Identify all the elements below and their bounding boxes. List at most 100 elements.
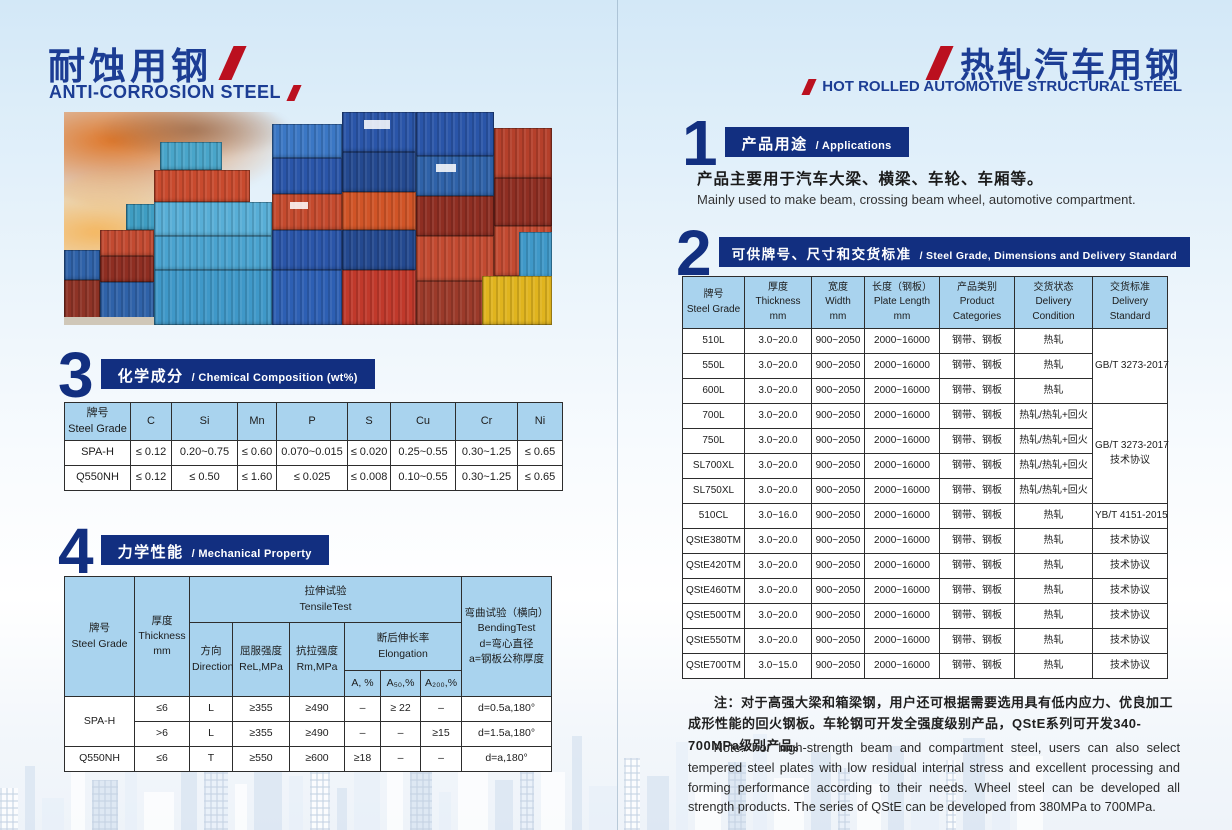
building-silhouette bbox=[647, 776, 669, 830]
table-cell: 热轧 bbox=[1014, 578, 1093, 604]
table-cell: 3.0~15.0 bbox=[744, 653, 812, 679]
table-cell: ≤ 0.12 bbox=[130, 465, 172, 491]
table-cell: 3.0~20.0 bbox=[744, 603, 812, 629]
table-cell: 热轧 bbox=[1014, 603, 1093, 629]
table-cell: 钢带、钢板 bbox=[939, 653, 1015, 679]
building-silhouette bbox=[25, 766, 35, 830]
table-cell: 钢带、钢板 bbox=[939, 553, 1015, 579]
table-cell: ≥ 22 bbox=[380, 696, 421, 722]
section-title-en: / Chemical Composition (wt%) bbox=[191, 372, 358, 384]
building-silhouette bbox=[624, 758, 640, 830]
table-cell: 热轧/热轧+回火 bbox=[1014, 428, 1093, 454]
right-title-cn: 热轧汽车用钢 bbox=[960, 47, 1182, 85]
table-header-cell: 牌号 Steel Grade bbox=[682, 276, 745, 329]
table-header-cell: Si bbox=[171, 402, 238, 441]
table-cell: ≤ 0.65 bbox=[517, 465, 563, 491]
table-cell: 900~2050 bbox=[811, 428, 865, 454]
table-cell: 600L bbox=[682, 378, 745, 404]
table-cell: 0.070~0.015 bbox=[276, 440, 348, 466]
table-cell: 900~2050 bbox=[811, 653, 865, 679]
table-cell: 热轧 bbox=[1014, 553, 1093, 579]
section-title-cn: 化学成分 bbox=[117, 368, 184, 385]
table-cell: 热轧 bbox=[1014, 353, 1093, 379]
table-header-cell: A₅₀,% bbox=[380, 670, 421, 697]
table-header-cell: 交货标准 Delivery Standard bbox=[1092, 276, 1168, 329]
section-applications: 1 产品用途 / Applications bbox=[682, 107, 909, 179]
table-cell: 900~2050 bbox=[811, 353, 865, 379]
table-cell: 2000~16000 bbox=[864, 453, 940, 479]
table-cell: QStE460TM bbox=[682, 578, 745, 604]
table-cell: QStE380TM bbox=[682, 528, 745, 554]
section-title-cn: 可供牌号、尺寸和交货标准 bbox=[731, 247, 912, 262]
container bbox=[154, 270, 272, 325]
building-silhouette bbox=[774, 778, 804, 830]
table-cell: 0.10~0.55 bbox=[390, 465, 456, 491]
note-text-en: Note: For high-strength beam and compart… bbox=[688, 740, 1180, 815]
section-number: 3 bbox=[58, 339, 94, 411]
table-cell: 2000~16000 bbox=[864, 503, 940, 529]
table-cell: 550L bbox=[682, 353, 745, 379]
table-cell: SPA-H bbox=[64, 696, 135, 747]
table-cell: 0.30~1.25 bbox=[455, 440, 518, 466]
table-cell: ≥18 bbox=[344, 746, 381, 772]
table-cell: 2000~16000 bbox=[864, 653, 940, 679]
table-cell: d=0.5a,180° bbox=[461, 696, 553, 722]
table-cell: 0.20~0.75 bbox=[171, 440, 238, 466]
table-header-cell: 屈服强度 ReL,MPa bbox=[232, 622, 290, 697]
section-number: 1 bbox=[682, 107, 718, 179]
building-silhouette bbox=[888, 746, 904, 830]
table-cell: Q550NH bbox=[64, 746, 135, 772]
table-cell: d=a,180° bbox=[461, 746, 553, 772]
table-cell: ≥490 bbox=[289, 721, 345, 747]
table-cell: Q550NH bbox=[64, 465, 131, 491]
section-number: 2 bbox=[676, 217, 712, 289]
section-title-bar: 可供牌号、尺寸和交货标准 / Steel Grade, Dimensions a… bbox=[718, 237, 1191, 267]
table-cell: 热轧 bbox=[1014, 503, 1093, 529]
table-header-cell: 长度（钢板） Plate Length mm bbox=[864, 276, 940, 329]
building-silhouette bbox=[495, 780, 513, 830]
table-cell: 钢带、钢板 bbox=[939, 353, 1015, 379]
table-cell: 热轧 bbox=[1014, 378, 1093, 404]
container bbox=[342, 192, 416, 230]
table-cell: 2000~16000 bbox=[864, 328, 940, 354]
container bbox=[519, 232, 552, 278]
table-header-cell: Ni bbox=[517, 402, 563, 441]
building-silhouette bbox=[92, 780, 118, 830]
table-cell: 2000~16000 bbox=[864, 478, 940, 504]
building-silhouette bbox=[254, 760, 282, 830]
table-cell: T bbox=[189, 746, 233, 772]
container bbox=[494, 178, 552, 226]
container bbox=[100, 256, 154, 282]
container bbox=[154, 236, 272, 270]
right-page-title: 热轧汽车用钢 bbox=[925, 38, 1182, 87]
table-cell: ≥355 bbox=[232, 696, 290, 722]
table-cell: 700L bbox=[682, 403, 745, 429]
building-silhouette bbox=[589, 786, 617, 830]
container bbox=[272, 194, 342, 230]
building-silhouette bbox=[387, 770, 403, 830]
table-cell: 900~2050 bbox=[811, 328, 865, 354]
table-cell: QStE420TM bbox=[682, 553, 745, 579]
building-silhouette bbox=[42, 798, 64, 830]
building-silhouette bbox=[289, 776, 303, 830]
red-slash-icon bbox=[925, 45, 954, 80]
table-cell: 技术协议 bbox=[1092, 578, 1168, 604]
table-cell: 900~2050 bbox=[811, 528, 865, 554]
table-cell: 钢带、钢板 bbox=[939, 578, 1015, 604]
table-header-cell: Mn bbox=[237, 402, 277, 441]
section-title-en: / Applications bbox=[815, 140, 892, 152]
building-silhouette bbox=[992, 782, 1010, 830]
table-cell: 热轧/热轧+回火 bbox=[1014, 478, 1093, 504]
table-header-cell: Cr bbox=[455, 402, 518, 441]
building-silhouette bbox=[541, 772, 565, 830]
section-title-en: / Mechanical Property bbox=[191, 548, 312, 560]
section-title-en: / Steel Grade, Dimensions and Delivery S… bbox=[919, 250, 1178, 262]
container bbox=[416, 281, 494, 325]
table-header-cell: 厚度 Thickness mm bbox=[744, 276, 812, 329]
building-silhouette bbox=[911, 770, 939, 830]
table-cell: 热轧 bbox=[1014, 528, 1093, 554]
table-cell: 3.0~20.0 bbox=[744, 578, 812, 604]
table-cell: – bbox=[344, 696, 381, 722]
building-silhouette bbox=[181, 768, 197, 830]
table-cell: ≥550 bbox=[232, 746, 290, 772]
